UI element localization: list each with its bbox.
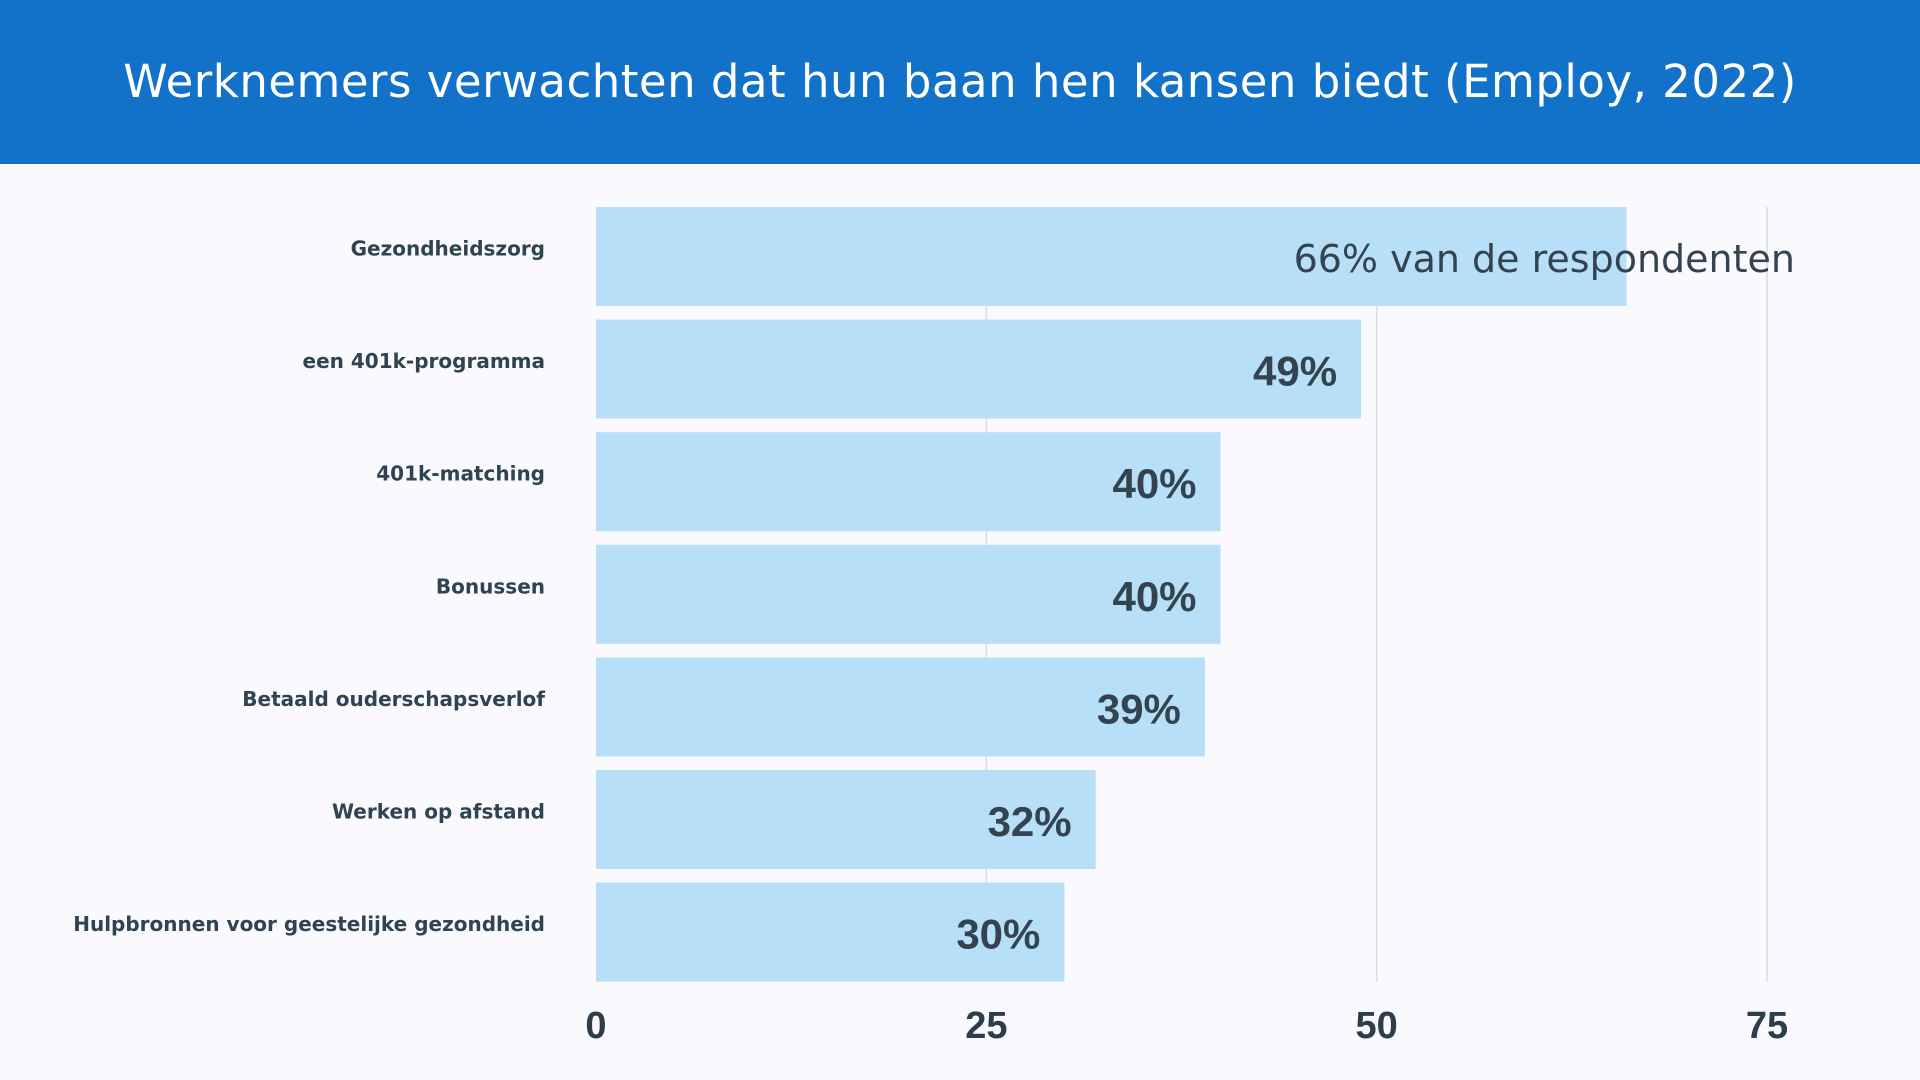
bar [596,657,1205,757]
data-label: 32% [988,798,1072,845]
x-tick-label: 25 [965,1005,1007,1047]
category-label: Hulpbronnen voor geestelijke gezondheid [73,912,545,936]
bar [596,770,1096,869]
title-banner [0,0,1920,164]
data-label: 40% [1112,573,1196,620]
bar [596,544,1221,644]
chart-title: Werknemers verwachten dat hun baan hen k… [123,55,1797,108]
category-label: Werken op afstand [332,800,545,824]
x-tick-label: 0 [585,1005,606,1047]
data-label: 49% [1253,348,1337,395]
x-tick-label: 50 [1356,1005,1398,1047]
bar [596,432,1221,532]
data-label: 40% [1112,460,1196,507]
data-label: 30% [956,911,1040,958]
data-label: 66% van de respondenten [1294,237,1795,281]
bar [596,319,1362,419]
category-label: Bonussen [436,574,545,598]
category-label: een 401k-programma [303,349,545,373]
bar [596,882,1065,982]
category-label: Gezondheidszorg [351,237,545,261]
x-tick-label: 75 [1746,1005,1788,1047]
category-label: 401k-matching [376,462,545,486]
category-label: Betaald ouderschapsverlof [242,687,545,711]
data-label: 39% [1097,685,1181,732]
bar [596,207,1627,306]
